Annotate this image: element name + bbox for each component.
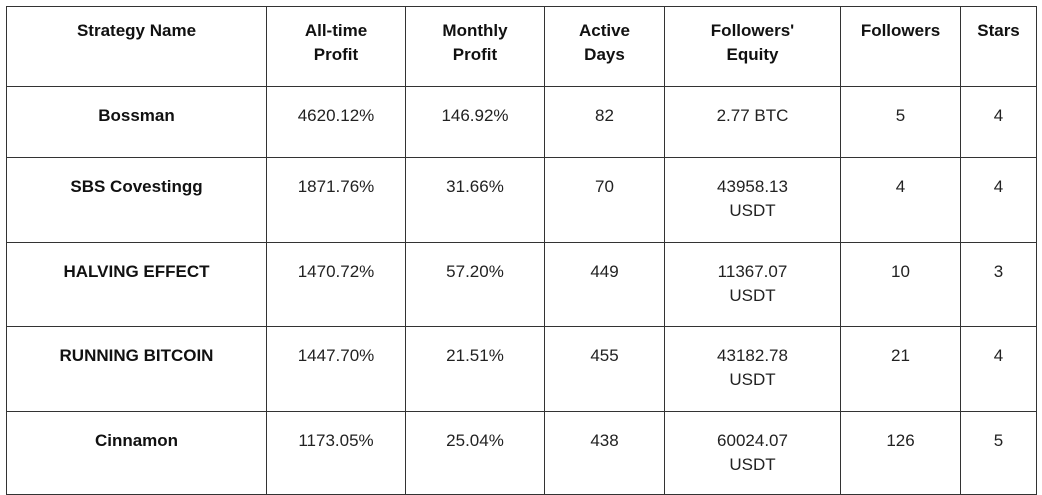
data-cell-text: 438: [590, 431, 619, 450]
data-cell-text: 4: [993, 177, 1004, 196]
data-cell-text: 31.66%: [446, 177, 504, 196]
data-cell-text: 1173.05%: [298, 431, 374, 450]
data-cell-text: 1470.72%: [297, 262, 375, 281]
data-cell-text: 60024.07 USDT: [717, 431, 788, 474]
data-cell: 10: [840, 242, 961, 327]
data-cell-text: 5: [993, 431, 1004, 450]
header-cell: Strategy Name: [6, 6, 267, 87]
data-cell: 1871.76%: [266, 157, 406, 243]
data-cell-text: 43958.13 USDT: [717, 177, 788, 220]
strategy-name-text: HALVING EFFECT: [63, 262, 210, 281]
table-body: Bossman 4620.12% 146.92% 82 2.77 BTC 5 4 SBS Co…: [6, 86, 1037, 495]
data-cell: 3: [960, 242, 1037, 327]
strategy-table: Strategy Name All-time Profit Monthly Prof…: [6, 6, 1037, 495]
strategy-name: RUNNING BITCOIN: [6, 326, 267, 412]
header-cell-text: Active Days: [578, 21, 631, 64]
data-cell: 1470.72%: [266, 242, 406, 327]
strategy-name: SBS Covestingg: [6, 157, 267, 243]
data-cell-text: 2.77 BTC: [716, 106, 789, 125]
header-cell: Followers' Equity: [664, 6, 841, 87]
data-cell-text: 11367.07 USDT: [717, 262, 788, 305]
data-cell-text: 70: [595, 177, 614, 196]
strategy-name: HALVING EFFECT: [6, 242, 267, 327]
strategy-name: Cinnamon: [6, 411, 267, 495]
data-cell: 5: [960, 411, 1037, 495]
data-cell-text: 1871.76%: [297, 177, 375, 196]
data-cell: 4: [840, 157, 961, 243]
header-cell: Stars: [960, 6, 1037, 87]
data-cell-text: 25.04%: [446, 431, 504, 450]
strategy-name: Bossman: [6, 86, 267, 158]
strategy-name-text: Cinnamon: [94, 431, 179, 450]
data-cell: 146.92%: [405, 86, 545, 158]
data-cell-text: 4620.12%: [297, 106, 375, 125]
strategy-name-text: SBS Covestingg: [70, 177, 203, 196]
data-cell-text: 10: [891, 262, 910, 281]
data-cell: 2.77 BTC: [664, 86, 841, 158]
data-cell: 43958.13 USDT: [664, 157, 841, 243]
header-row: Strategy Name All-time Profit Monthly Prof…: [6, 6, 1037, 87]
table-row: RUNNING BITCOIN 1447.70% 21.51% 455 43182.78…: [6, 326, 1037, 412]
header-cell: Monthly Profit: [405, 6, 545, 87]
strategy-name-text: Bossman: [98, 106, 175, 125]
header-cell-text: Stars: [977, 21, 1020, 40]
data-cell: 1447.70%: [266, 326, 406, 412]
table-row: Bossman 4620.12% 146.92% 82 2.77 BTC 5 4: [6, 86, 1037, 158]
data-cell-text: 1447.70%: [297, 346, 375, 365]
header-cell: All-time Profit: [266, 6, 406, 87]
data-cell: 438: [544, 411, 665, 495]
table-row: Cinnamon 1173.05% 25.04% 438 60024.07 USDT 12…: [6, 411, 1037, 495]
data-cell: 57.20%: [405, 242, 545, 327]
data-cell: 21.51%: [405, 326, 545, 412]
data-cell-text: 21.51%: [446, 346, 504, 365]
data-cell-text: 57.20%: [446, 262, 504, 281]
data-cell-text: 146.92%: [441, 106, 509, 125]
data-cell: 4620.12%: [266, 86, 406, 158]
table-row: HALVING EFFECT 1470.72% 57.20% 449 11367.07 …: [6, 242, 1037, 327]
data-cell-text: 3: [993, 262, 1004, 281]
data-cell-text: 5: [895, 106, 906, 125]
data-cell-text: 4: [993, 346, 1004, 365]
data-cell-text: 21: [891, 346, 910, 365]
data-cell-text: 449: [590, 262, 619, 281]
data-cell: 31.66%: [405, 157, 545, 243]
data-cell: 4: [960, 326, 1037, 412]
data-cell: 455: [544, 326, 665, 412]
header-cell-text: All-time Profit: [304, 21, 368, 64]
header-cell-text: Followers: [860, 21, 941, 40]
data-cell: 126: [840, 411, 961, 495]
header-cell: Active Days: [544, 6, 665, 87]
data-cell-text: 82: [595, 106, 614, 125]
table-row: SBS Covestingg 1871.76% 31.66% 70 43958.13 U…: [6, 157, 1037, 243]
data-cell: 60024.07 USDT: [664, 411, 841, 495]
data-cell-text: 43182.78 USDT: [717, 346, 788, 389]
data-cell: 449: [544, 242, 665, 327]
data-cell-text: 4: [993, 106, 1004, 125]
data-cell-text: 126: [886, 431, 915, 450]
header-cell: Followers: [840, 6, 961, 87]
header-cell-text: Followers' Equity: [710, 21, 795, 64]
data-cell: 11367.07 USDT: [664, 242, 841, 327]
data-cell: 25.04%: [405, 411, 545, 495]
data-cell: 4: [960, 157, 1037, 243]
data-cell-text: 455: [590, 346, 619, 365]
data-cell: 4: [960, 86, 1037, 158]
data-cell: 43182.78 USDT: [664, 326, 841, 412]
data-cell: 82: [544, 86, 665, 158]
strategy-name-text: RUNNING BITCOIN: [59, 346, 214, 365]
header-cell-text: Monthly Profit: [442, 21, 508, 64]
header-cell-text: Strategy Name: [76, 21, 197, 40]
data-cell: 70: [544, 157, 665, 243]
data-cell: 1173.05%: [266, 411, 406, 495]
data-cell: 21: [840, 326, 961, 412]
data-cell: 5: [840, 86, 961, 158]
data-cell-text: 4: [895, 177, 906, 196]
